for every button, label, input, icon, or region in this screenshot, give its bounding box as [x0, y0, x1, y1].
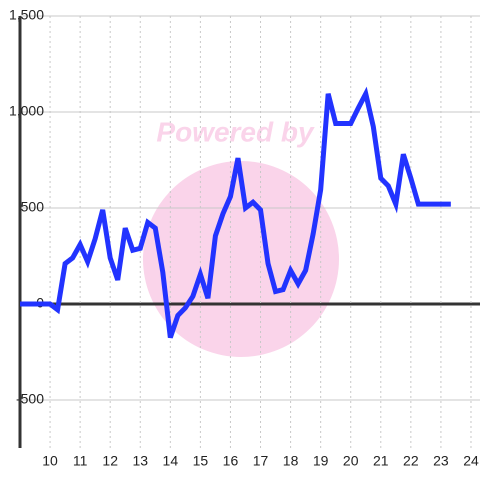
x-tick-label: 13: [132, 453, 148, 469]
watermark-circle: [143, 161, 339, 357]
y-tick-label: 500: [21, 199, 45, 215]
x-tick-label: 23: [433, 453, 449, 469]
y-tick-label: -500: [16, 391, 44, 407]
x-tick-label: 12: [102, 453, 118, 469]
x-tick-label: 17: [253, 453, 269, 469]
x-tick-label: 22: [403, 453, 419, 469]
x-tick-label: 20: [343, 453, 359, 469]
x-tick-label: 24: [463, 453, 479, 469]
x-tick-label: 21: [373, 453, 389, 469]
x-tick-label: 11: [73, 453, 88, 469]
x-tick-label: 16: [223, 453, 239, 469]
x-tick-label: 14: [163, 453, 179, 469]
watermark-text: Powered by: [156, 116, 315, 147]
x-tick-label: 18: [283, 453, 299, 469]
x-tick-label: 19: [313, 453, 329, 469]
x-tick-label: 10: [42, 453, 58, 469]
x-tick-label: 15: [193, 453, 209, 469]
line-series: [20, 86, 451, 339]
y-tick-label: 1,500: [9, 7, 44, 23]
y-tick-label: 1,000: [9, 103, 44, 119]
plot: [20, 86, 451, 339]
